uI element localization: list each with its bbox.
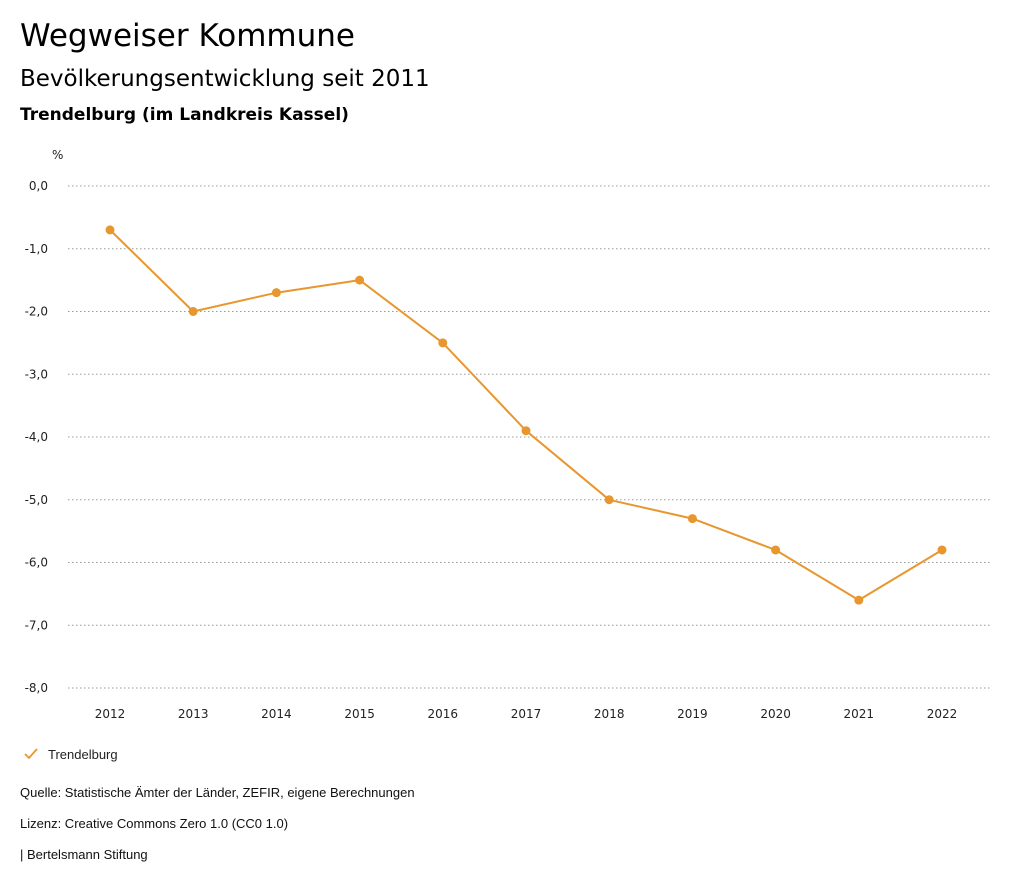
data-point [271, 288, 281, 298]
y-tick-label: -5,0 [25, 493, 48, 507]
data-point [687, 514, 697, 524]
y-tick-label: -4,0 [25, 430, 48, 444]
y-tick-label: -2,0 [25, 305, 48, 319]
y-tick-label: -8,0 [25, 681, 48, 695]
data-point [105, 225, 115, 235]
y-tick-label: -7,0 [25, 618, 48, 632]
data-point [438, 338, 448, 348]
legend-label-trendelburg: Trendelburg [48, 746, 118, 762]
x-tick-label: 2017 [511, 707, 542, 721]
source-note: Quelle: Statistische Ämter der Länder, Z… [20, 785, 415, 800]
x-tick-label: 2018 [594, 707, 625, 721]
legend[interactable]: Trendelburg [22, 744, 118, 764]
y-tick-label: -1,0 [25, 242, 48, 256]
chart-subtitle: Bevölkerungsentwicklung seit 2011 [20, 66, 430, 92]
series-line [109, 229, 943, 602]
publisher-note: | Bertelsmann Stiftung [20, 847, 148, 862]
y-tick-label: 0,0 [29, 179, 48, 193]
y-axis-label: % [52, 148, 63, 162]
license-note: Lizenz: Creative Commons Zero 1.0 (CC0 1… [20, 816, 289, 831]
check-icon [22, 746, 40, 762]
data-point [854, 595, 864, 605]
y-axis-tick-labels: 0,0 -1,0 -2,0 -3,0 -4,0 -5,0 -6,0 -7,0 -8,0 [25, 179, 48, 695]
y-tick-label: -6,0 [25, 556, 48, 570]
line-chart: 0,0 -1,0 -2,0 -3,0 -4,0 -5,0 -6,0 -7,0 -8,0 2012… [25, 148, 990, 721]
data-point [188, 307, 198, 316]
x-tick-label: 2013 [178, 707, 209, 721]
data-point [771, 545, 781, 555]
data-point [521, 426, 531, 436]
page-title: Wegweiser Kommune [20, 18, 355, 54]
x-tick-label: 2015 [344, 707, 375, 721]
grid-lines [68, 185, 990, 689]
x-tick-label: 2016 [428, 707, 459, 721]
x-tick-label: 2014 [261, 707, 292, 721]
data-point [604, 495, 614, 505]
region-title: Trendelburg (im Landkreis Kassel) [20, 105, 349, 125]
series-layer [105, 225, 947, 605]
x-tick-label: 2019 [677, 707, 708, 721]
x-tick-label: 2012 [95, 707, 126, 721]
x-tick-label: 2022 [927, 707, 958, 721]
x-tick-label: 2021 [844, 707, 875, 721]
data-point [355, 275, 365, 285]
x-axis-tick-labels: 2012 2013 2014 2015 2016 2017 2018 2019 2020 2021… [95, 707, 958, 721]
y-tick-label: -3,0 [25, 367, 48, 381]
data-point [937, 545, 947, 555]
x-tick-label: 2020 [760, 707, 791, 721]
